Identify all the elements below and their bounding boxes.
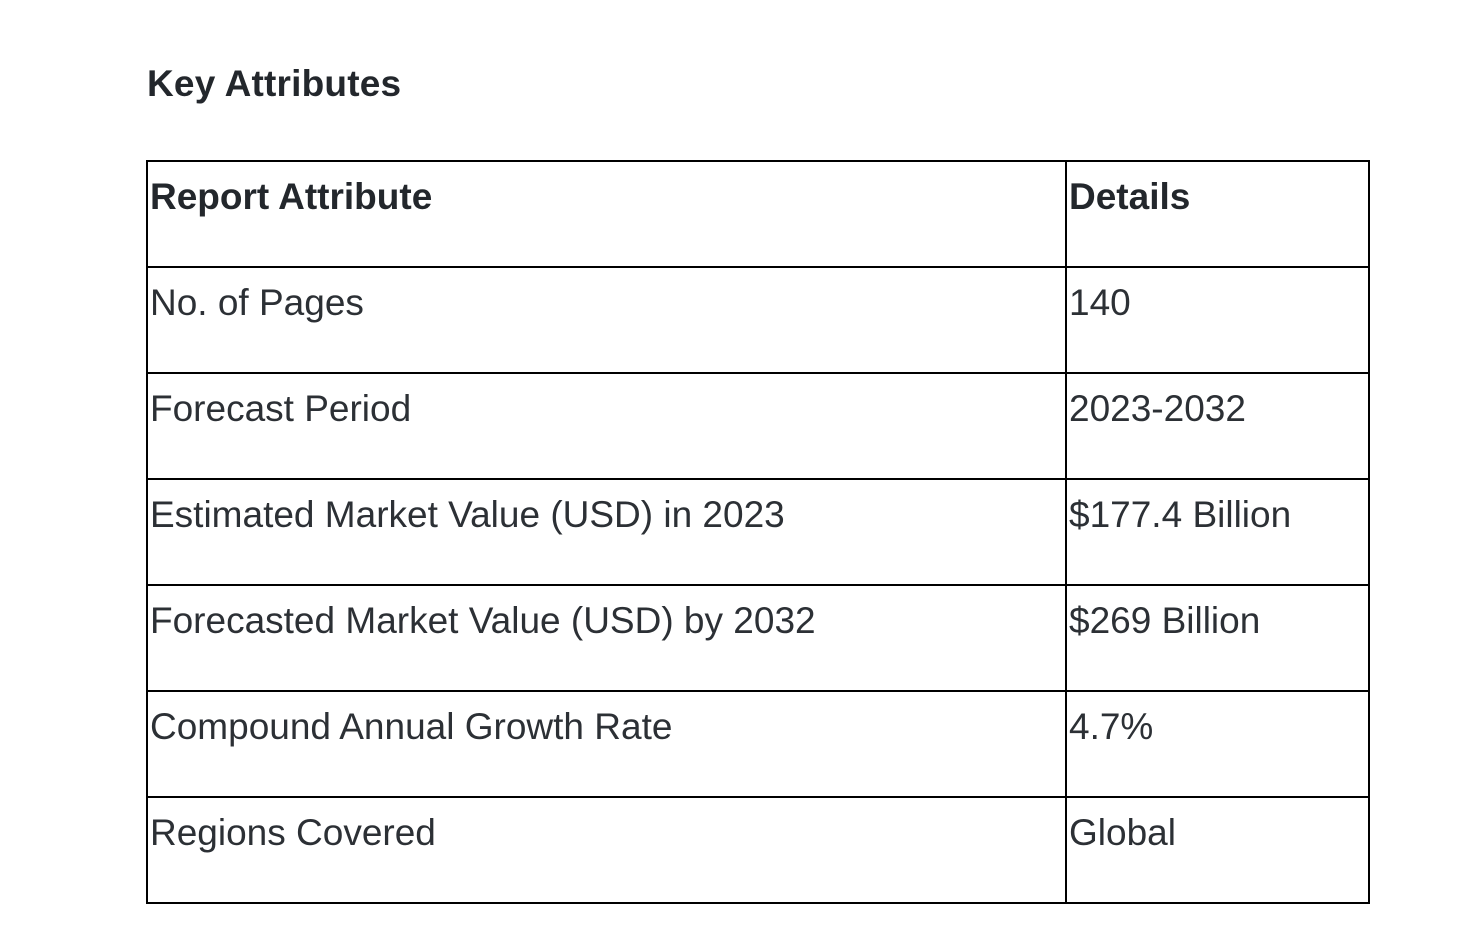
key-attributes-table: Report Attribute Details No. of Pages 14… xyxy=(146,160,1370,904)
details-cell: 2023-2032 xyxy=(1065,372,1370,480)
details-cell: Global xyxy=(1065,796,1370,904)
table-row: Forecasted Market Value (USD) by 2032 $2… xyxy=(146,584,1370,692)
page-title: Key Attributes xyxy=(147,63,402,104)
attribute-cell: Forecasted Market Value (USD) by 2032 xyxy=(146,584,1067,692)
details-cell: 4.7% xyxy=(1065,690,1370,798)
table-row: Estimated Market Value (USD) in 2023 $17… xyxy=(146,478,1370,586)
column-header-details: Details xyxy=(1065,160,1370,268)
table-row: Compound Annual Growth Rate 4.7% xyxy=(146,690,1370,798)
attribute-cell: Compound Annual Growth Rate xyxy=(146,690,1067,798)
attribute-cell: Estimated Market Value (USD) in 2023 xyxy=(146,478,1067,586)
table-row: No. of Pages 140 xyxy=(146,266,1370,374)
attribute-cell: No. of Pages xyxy=(146,266,1067,374)
column-header-attribute: Report Attribute xyxy=(146,160,1067,268)
table-header-row: Report Attribute Details xyxy=(146,160,1370,268)
attribute-cell: Forecast Period xyxy=(146,372,1067,480)
table-row: Regions Covered Global xyxy=(146,796,1370,904)
details-cell: 140 xyxy=(1065,266,1370,374)
table-row: Forecast Period 2023-2032 xyxy=(146,372,1370,480)
details-cell: $269 Billion xyxy=(1065,584,1370,692)
attribute-cell: Regions Covered xyxy=(146,796,1067,904)
details-cell: $177.4 Billion xyxy=(1065,478,1370,586)
